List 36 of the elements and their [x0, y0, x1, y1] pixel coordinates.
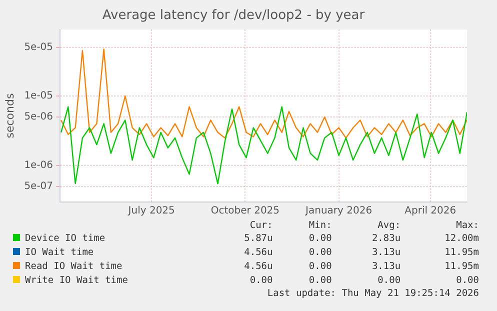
x-tick-label: October 2025 — [210, 206, 280, 217]
text: Min: — [308, 220, 333, 232]
text: 0.00 — [308, 246, 333, 260]
text: 4.56u — [243, 260, 274, 274]
chart-title: Average latency for /dev/loop2 - by year — [102, 8, 366, 24]
text: 2.83u — [370, 232, 402, 246]
x-tick-label: April 2026 — [404, 206, 456, 217]
text: 3.13u — [370, 246, 402, 260]
legend-label: Read IO Wait time — [25, 261, 122, 272]
text: Max: — [455, 220, 480, 232]
legend-label: IO Wait time — [25, 247, 94, 258]
text: 0.00 — [308, 274, 333, 288]
x-tick-label: July 2025 — [127, 206, 175, 217]
text: Last update: Thu May 21 19:25:14 2026 — [266, 288, 480, 300]
text: 3.13u — [370, 260, 402, 274]
text: 12.00m — [444, 232, 480, 246]
text: 5.87u — [243, 232, 274, 246]
text: Cur: — [248, 220, 274, 232]
legend-label: Write IO Wait time — [25, 275, 128, 286]
legend-label: Device IO time — [25, 233, 106, 244]
y-tick-label: 1e-05 — [24, 90, 54, 102]
y-tick-label: 5e-05 — [24, 42, 54, 53]
text: 11.95m — [444, 246, 480, 260]
y-tick-label: 5e-07 — [24, 181, 54, 192]
text: Avg: — [376, 220, 402, 232]
y-tick-label: 5e-06 — [24, 112, 54, 123]
text: 0.00 — [248, 274, 274, 288]
y-tick-label: 1e-06 — [24, 160, 54, 172]
x-tick-label: January 2026 — [304, 206, 372, 217]
text: 0.00 — [455, 274, 480, 288]
text: 0.00 — [308, 232, 333, 246]
text: 4.56u — [243, 246, 274, 260]
y-axis-title: seconds — [3, 93, 16, 138]
text: 11.95m — [444, 260, 480, 274]
text: 0.00 — [376, 274, 402, 288]
text: 0.00 — [308, 260, 333, 274]
